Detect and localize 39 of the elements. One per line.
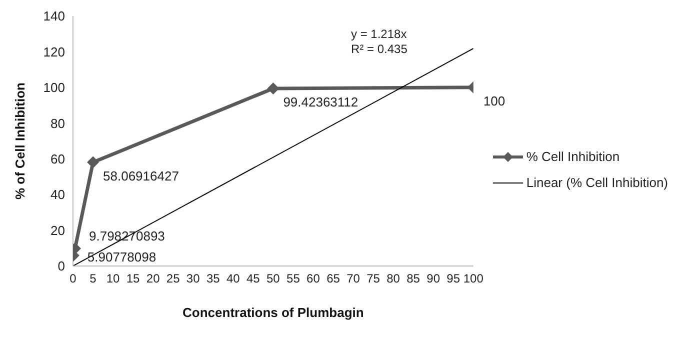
x-tick-label: 25 [166,272,180,286]
legend-label: % Cell Inhibition [526,148,620,166]
x-tick-label: 35 [206,272,220,286]
x-tick-label: 5 [90,272,97,286]
x-tick-label: 55 [286,272,300,286]
x-tick-label: 20 [146,272,160,286]
data-label: 100 [483,93,506,108]
x-tick-label: 75 [366,272,380,286]
x-tick-label: 70 [346,272,360,286]
x-axis-title: Concentrations of Plumbagin [182,305,364,320]
x-tick-label: 65 [326,272,340,286]
y-tick-label: 80 [50,116,65,131]
y-axis-title: % of Cell Inhibition [12,82,28,200]
x-tick-label: 45 [246,272,260,286]
data-label: 58.06916427 [103,168,179,184]
data-label: 5.90778098 [87,249,156,264]
x-tick-label: 10 [106,272,120,286]
x-tick-label: 80 [386,272,400,286]
x-tick-label: 40 [226,272,240,286]
y-tick-label: 120 [43,44,65,60]
x-tick-label: 90 [426,272,440,286]
y-tick-label: 0 [58,258,65,274]
x-tick-label: 100 [463,272,484,286]
x-tick-label: 50 [266,272,280,286]
annotation: R² = 0.435 [351,42,408,56]
x-tick-label: 95 [446,272,460,286]
y-tick-label: 100 [43,80,65,96]
x-tick-label: 15 [126,272,140,286]
x-tick-label: 30 [186,272,200,286]
x-tick-label: 85 [406,272,420,286]
y-tick-label: 20 [50,222,65,238]
y-tick-label: 60 [50,151,65,166]
legend-label: Linear (% Cell Inhibition) [526,174,668,192]
data-label: 99.42363112 [283,94,358,110]
x-tick-label: 0 [70,272,77,286]
y-tick-label: 140 [43,8,65,24]
annotation: y = 1.218x [351,27,407,41]
y-tick-label: 40 [50,187,65,202]
x-tick-label: 60 [306,272,320,286]
